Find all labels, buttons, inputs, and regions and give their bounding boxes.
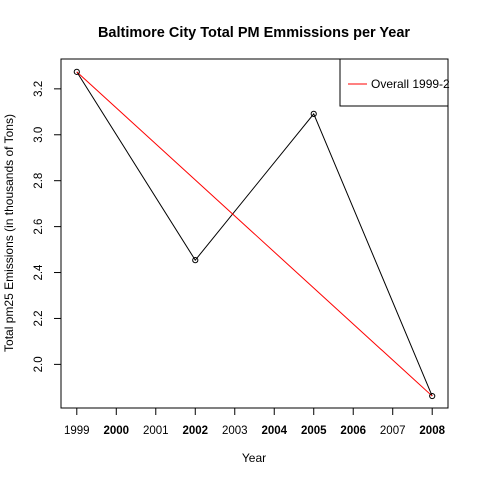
legend-box (339, 58, 449, 107)
chart-title: Baltimore City Total PM Emmissions per Y… (98, 25, 410, 41)
data-point-marker (73, 68, 80, 75)
y-tick-label: 2.6 (33, 219, 45, 235)
data-point-marker (192, 257, 199, 264)
legend: Overall 1999-2 (339, 58, 450, 107)
y-tick-label: 2.8 (33, 173, 45, 189)
y-tick-label: 3.0 (33, 127, 45, 143)
plot-frame (60, 58, 449, 409)
x-tick-label: 2003 (222, 425, 248, 437)
x-tick-label: 2000 (103, 425, 129, 437)
series-layer (73, 68, 436, 400)
y-axis-label: Total pm25 Emissions (in thousands of To… (2, 114, 16, 352)
y-tick-label: 2.2 (33, 310, 45, 326)
x-tick-label: 2004 (261, 425, 287, 437)
x-tick-label: 1999 (64, 425, 90, 437)
x-tick-label: 2007 (380, 425, 406, 437)
data-point-marker (310, 110, 317, 117)
y-tick-label: 2.0 (33, 356, 45, 372)
x-tick-label: 2008 (419, 425, 445, 437)
x-axis: 1999 2000 2001 2002 2003 2004 2005 2006 2007 2008 (64, 408, 446, 437)
x-tick-label: 2001 (143, 425, 169, 437)
y-tick-label: 2.4 (33, 264, 45, 281)
y-axis: 2.0 2.2 2.4 2.6 2.8 3.0 3.2 (33, 81, 61, 372)
legend-entry-label: Overall 1999-2 (371, 77, 450, 91)
y-tick-label: 3.2 (33, 81, 45, 97)
x-axis-label: Year (242, 451, 266, 465)
data-point-marker (429, 392, 436, 400)
series-line-overall-trend (76, 71, 433, 397)
x-tick-label: 2006 (340, 425, 366, 437)
x-tick-label: 2002 (182, 425, 208, 437)
series-line-total (76, 71, 433, 397)
x-tick-label: 2005 (301, 425, 327, 437)
